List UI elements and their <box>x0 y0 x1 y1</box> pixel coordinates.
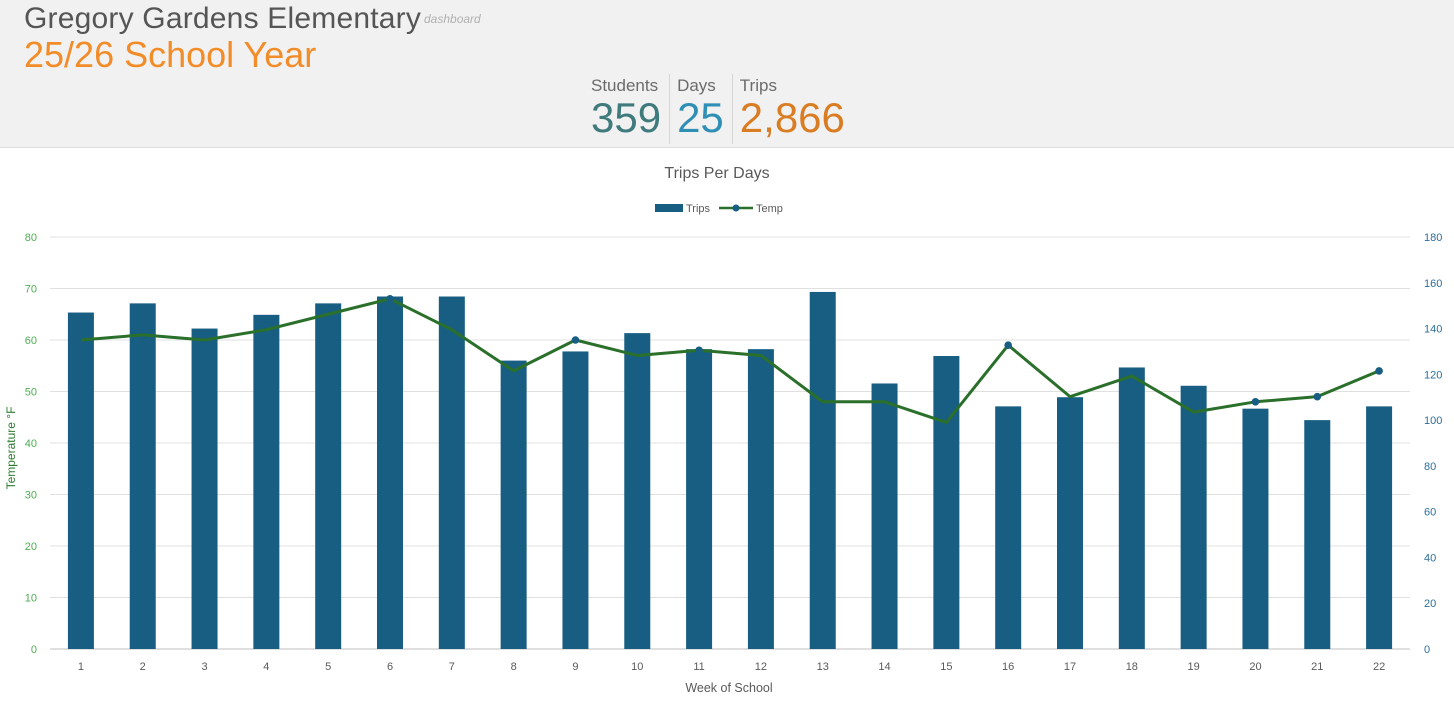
stat-trips-value: 2,866 <box>739 94 845 141</box>
trips-bar <box>377 296 403 649</box>
temp-point <box>571 336 580 344</box>
stat-trips: Trips 2,866 <box>731 74 853 144</box>
x-axis-tick-label: 5 <box>325 661 331 673</box>
dashboard-tag: dashboard <box>424 12 481 26</box>
stat-days: Days 25 <box>669 74 732 144</box>
trips-bar <box>624 333 651 649</box>
chart-title: Trips Per Days <box>664 165 769 182</box>
right-axis-tick-label: 80 <box>1424 461 1436 473</box>
trips-bar <box>562 351 589 649</box>
trips-bar <box>995 406 1022 649</box>
trips-bar <box>1242 408 1269 649</box>
right-axis-ticks: 0 20 40 60 80 100 120 140 160 180 <box>1424 232 1442 656</box>
x-axis-tick-label: 22 <box>1373 661 1385 673</box>
legend-trips-swatch <box>655 204 683 212</box>
temp-point <box>1251 398 1260 406</box>
x-axis-tick-label: 2 <box>140 661 146 673</box>
right-axis-tick-label: 160 <box>1424 278 1442 290</box>
legend-temp-marker <box>732 204 740 212</box>
stats-summary: Students 359 Days 25 Trips 2,866 <box>584 74 853 144</box>
trips-bar <box>191 328 218 649</box>
stat-students: Students 359 <box>584 74 669 144</box>
trips-bar <box>686 349 713 649</box>
x-axis-tick-label: 3 <box>201 661 207 673</box>
trips-bar <box>67 312 94 649</box>
trips-bar <box>1366 406 1393 649</box>
left-axis-ticks: 0 10 20 30 40 50 60 70 80 <box>25 232 37 656</box>
right-axis-tick-label: 120 <box>1424 369 1442 381</box>
trips-bar <box>1304 420 1331 649</box>
x-axis-tick-label: 21 <box>1311 661 1323 673</box>
temp-point <box>695 346 703 355</box>
x-axis-tick-label: 6 <box>387 661 393 673</box>
x-axis-tick-label: 16 <box>1002 661 1014 673</box>
trips-bar <box>438 296 465 649</box>
chart-panel: Trips Per Days Trips Temp 0 10 20 30 40 50 60 7… <box>0 147 1454 716</box>
temp-point <box>386 295 394 303</box>
stat-days-value: 25 <box>677 94 724 141</box>
left-axis-tick-label: 70 <box>25 284 37 296</box>
trips-bar <box>809 291 836 649</box>
x-axis-tick-label: 9 <box>572 661 578 673</box>
x-axis-tick-label: 1 <box>78 661 84 673</box>
x-axis-tick-label: 18 <box>1126 661 1138 673</box>
trips-bar <box>1057 397 1083 649</box>
trips-bar <box>129 303 156 649</box>
stat-students-value: 359 <box>591 94 662 141</box>
left-axis-tick-label: 50 <box>25 387 37 399</box>
x-axis-tick-label: 4 <box>263 661 269 673</box>
right-axis-tick-label: 0 <box>1424 644 1430 656</box>
temp-line <box>80 297 1380 424</box>
stat-days-label: Days <box>677 76 716 95</box>
legend-temp-label: Temp <box>756 203 783 215</box>
x-axis-title: Week of School <box>685 681 772 695</box>
trips-bar <box>871 383 898 649</box>
temp-point <box>1004 341 1012 349</box>
stat-trips-label: Trips <box>739 76 777 95</box>
stat-students-label: Students <box>591 76 659 95</box>
right-axis-tick-label: 100 <box>1424 415 1442 427</box>
right-axis-tick-label: 40 <box>1424 552 1436 564</box>
x-axis-tick-label: 14 <box>878 661 890 673</box>
chart-legend: Trips Temp <box>655 203 783 215</box>
trips-per-days-chart: Trips Per Days Trips Temp 01020304050607… <box>4 165 1442 695</box>
left-axis-tick-label: 60 <box>25 335 37 347</box>
x-axis-tick-label: 8 <box>511 661 517 673</box>
right-axis-tick-label: 60 <box>1424 507 1436 519</box>
trips-bar <box>500 360 527 649</box>
left-axis-tick-label: 30 <box>25 490 37 502</box>
trips-bars <box>67 291 1393 649</box>
left-axis-tick-label: 10 <box>25 593 37 605</box>
x-axis-tick-label: 13 <box>817 661 829 673</box>
school-name: Gregory Gardens Elementary <box>24 2 422 35</box>
x-axis-tick-label: 12 <box>755 661 767 673</box>
right-axis-tick-label: 20 <box>1424 598 1436 610</box>
left-axis-tick-label: 40 <box>25 438 37 450</box>
trips-bar <box>747 349 774 649</box>
temp-line-series <box>80 295 1383 424</box>
trips-bar <box>315 303 342 649</box>
x-axis-ticks: 1 2 3 4 5 6 7 8 9 10 11 12 13 14 15 16 17 18 19 20 21 22 <box>78 661 1385 673</box>
school-year: 25/26 School Year <box>24 34 317 75</box>
x-axis-tick-label: 10 <box>631 661 643 673</box>
x-axis-tick-label: 15 <box>940 661 952 673</box>
trips-bar <box>1180 385 1207 649</box>
right-axis-tick-label: 180 <box>1424 232 1442 244</box>
trips-bar <box>1118 367 1145 649</box>
left-axis-tick-label: 80 <box>25 232 37 244</box>
left-axis-tick-label: 0 <box>31 644 37 656</box>
x-axis-tick-label: 17 <box>1064 661 1076 673</box>
x-axis-tick-label: 20 <box>1249 661 1261 673</box>
trips-bar <box>253 314 280 649</box>
trips-bar <box>933 356 960 649</box>
y-axis-title: Temperature °F <box>4 407 18 490</box>
legend-trips-label: Trips <box>686 203 711 215</box>
x-axis-tick-label: 19 <box>1188 661 1200 673</box>
x-axis-tick-label: 7 <box>449 661 455 673</box>
left-axis-tick-label: 20 <box>25 541 37 553</box>
temp-point <box>1313 392 1322 401</box>
temp-point <box>1375 367 1383 375</box>
right-axis-tick-label: 140 <box>1424 324 1442 336</box>
x-axis-tick-label: 11 <box>693 661 704 673</box>
